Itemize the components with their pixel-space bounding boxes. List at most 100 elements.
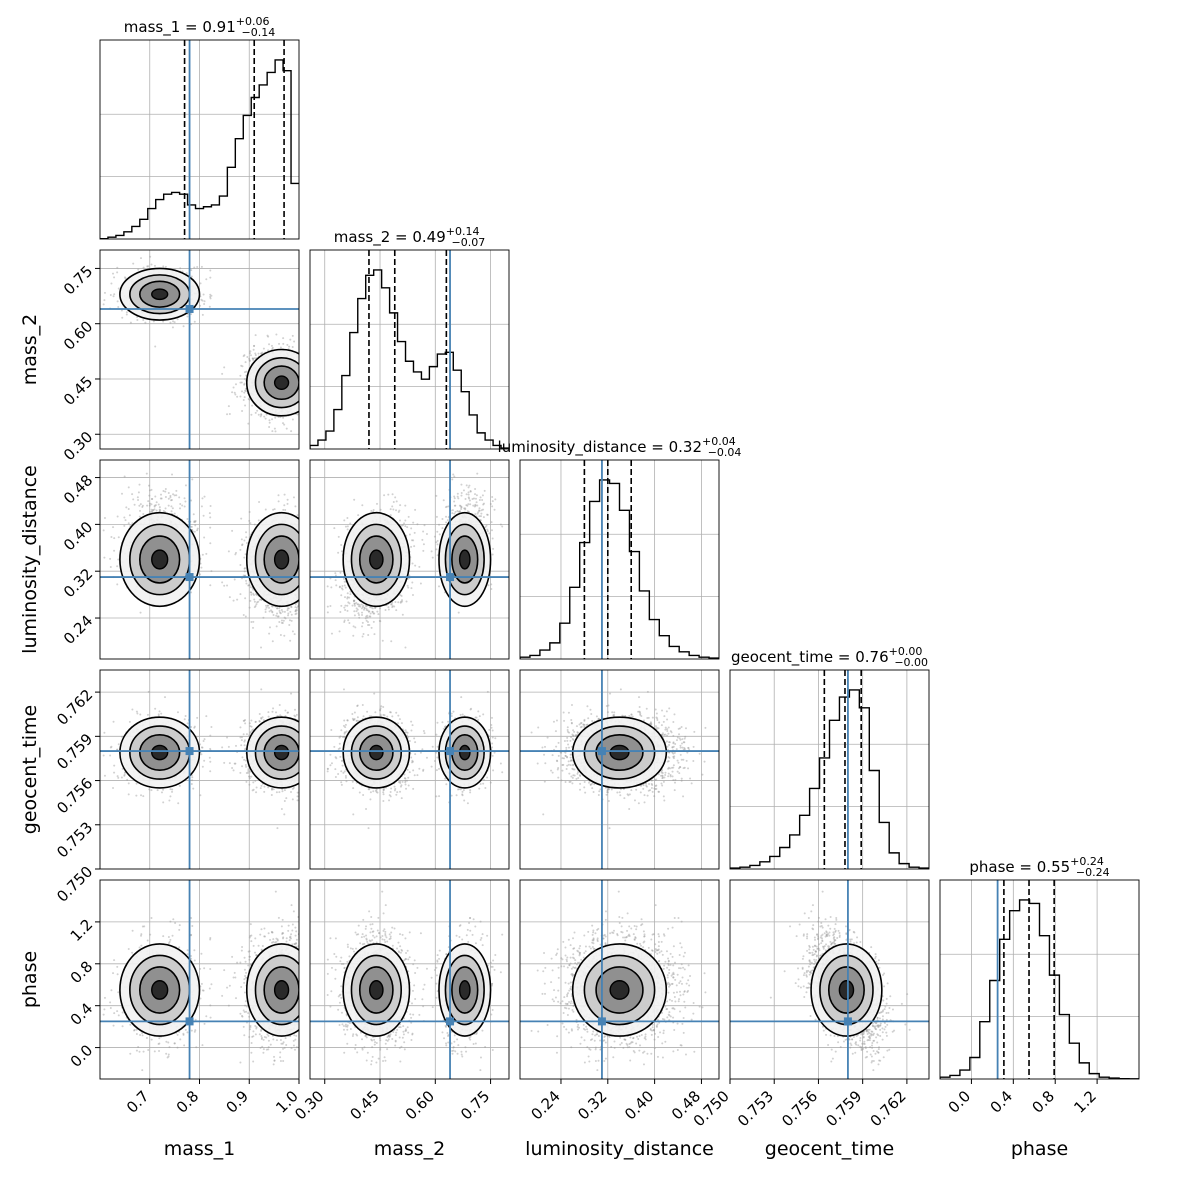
sample-point [316,559,318,561]
sample-point [378,619,381,622]
sample-point [301,583,303,585]
sample-point [301,555,303,557]
sample-point [300,545,302,547]
sample-point [329,552,331,554]
sample-point [231,391,234,394]
sample-point [281,422,284,425]
sample-point [501,525,504,528]
sample-point [308,546,310,548]
sample-point [264,508,267,511]
sample-point [240,517,243,520]
sample-point [294,610,297,613]
sample-point [252,620,255,623]
sample-point [181,504,184,507]
sample-point [300,571,302,573]
sample-point [303,408,305,410]
sample-point [391,493,394,496]
sample-point [265,413,268,416]
sample-point [184,484,187,487]
sample-point [299,547,301,549]
sample-point [293,340,296,343]
sample-point [305,415,307,417]
sample-point [295,609,298,612]
sample-point [102,303,105,306]
sample-point [301,549,303,551]
sample-point [302,580,304,582]
panel-content [310,250,509,449]
sample-point [300,359,302,361]
sample-point [418,565,421,568]
sample-point [282,337,285,340]
sample-point [322,544,324,546]
sample-point [268,426,271,429]
sample-point [306,569,308,571]
sample-point [301,352,303,354]
sample-point [283,423,286,426]
sample-point [245,531,248,534]
sample-point [316,375,318,377]
sample-point [116,565,119,568]
sample-point [307,567,309,569]
sample-point [370,509,373,512]
sample-point [307,577,309,579]
sample-point [302,377,304,379]
truth-marker [185,304,194,313]
sample-point [299,404,301,406]
sample-point [352,634,355,637]
sample-point [284,508,287,511]
sample-point [193,521,196,524]
sample-point [162,265,165,268]
sample-point [305,567,307,569]
sample-point [155,509,158,512]
sample-point [247,422,250,425]
sample-point [312,367,314,369]
sample-point [303,568,305,570]
sample-point [327,379,329,381]
panel-frame [99,249,300,450]
sample-point [257,600,260,603]
sample-point [310,550,312,552]
sample-point [372,612,375,615]
sample-point [241,390,244,393]
sample-point [186,517,189,520]
sample-point [200,566,203,569]
sample-point [304,391,306,393]
sample-point [112,272,115,275]
sample-point [302,359,304,361]
sample-point [303,385,305,387]
sample-point [272,613,275,616]
sample-point [306,579,308,581]
sample-point [303,363,305,365]
sample-point [243,391,246,394]
sample-point [164,265,167,268]
sample-point [302,401,304,403]
sample-point [302,379,304,381]
sample-point [299,609,301,611]
sample-point [239,381,242,384]
sample-point [303,537,305,539]
sample-point [302,603,304,605]
sample-point [311,391,313,393]
sample-point [150,263,153,266]
sample-point [205,278,208,281]
sample-point [318,602,320,604]
sample-point [308,555,310,557]
sample-point [300,420,302,422]
sample-point [300,559,302,561]
sample-point [254,604,257,607]
sample-point [286,607,289,610]
sample-point [308,571,310,573]
sample-point [162,489,165,492]
panel-luminosity_distance-vs-mass_2 [309,459,510,660]
sample-point [275,333,278,336]
sample-point [294,609,297,612]
sample-point [289,610,292,613]
sample-point [305,381,307,383]
sample-point [301,403,303,405]
sample-point [307,395,309,397]
sample-point [306,393,308,395]
sample-point [125,311,128,314]
sample-point [302,374,304,376]
sample-point [301,558,303,560]
sample-point [253,357,256,360]
